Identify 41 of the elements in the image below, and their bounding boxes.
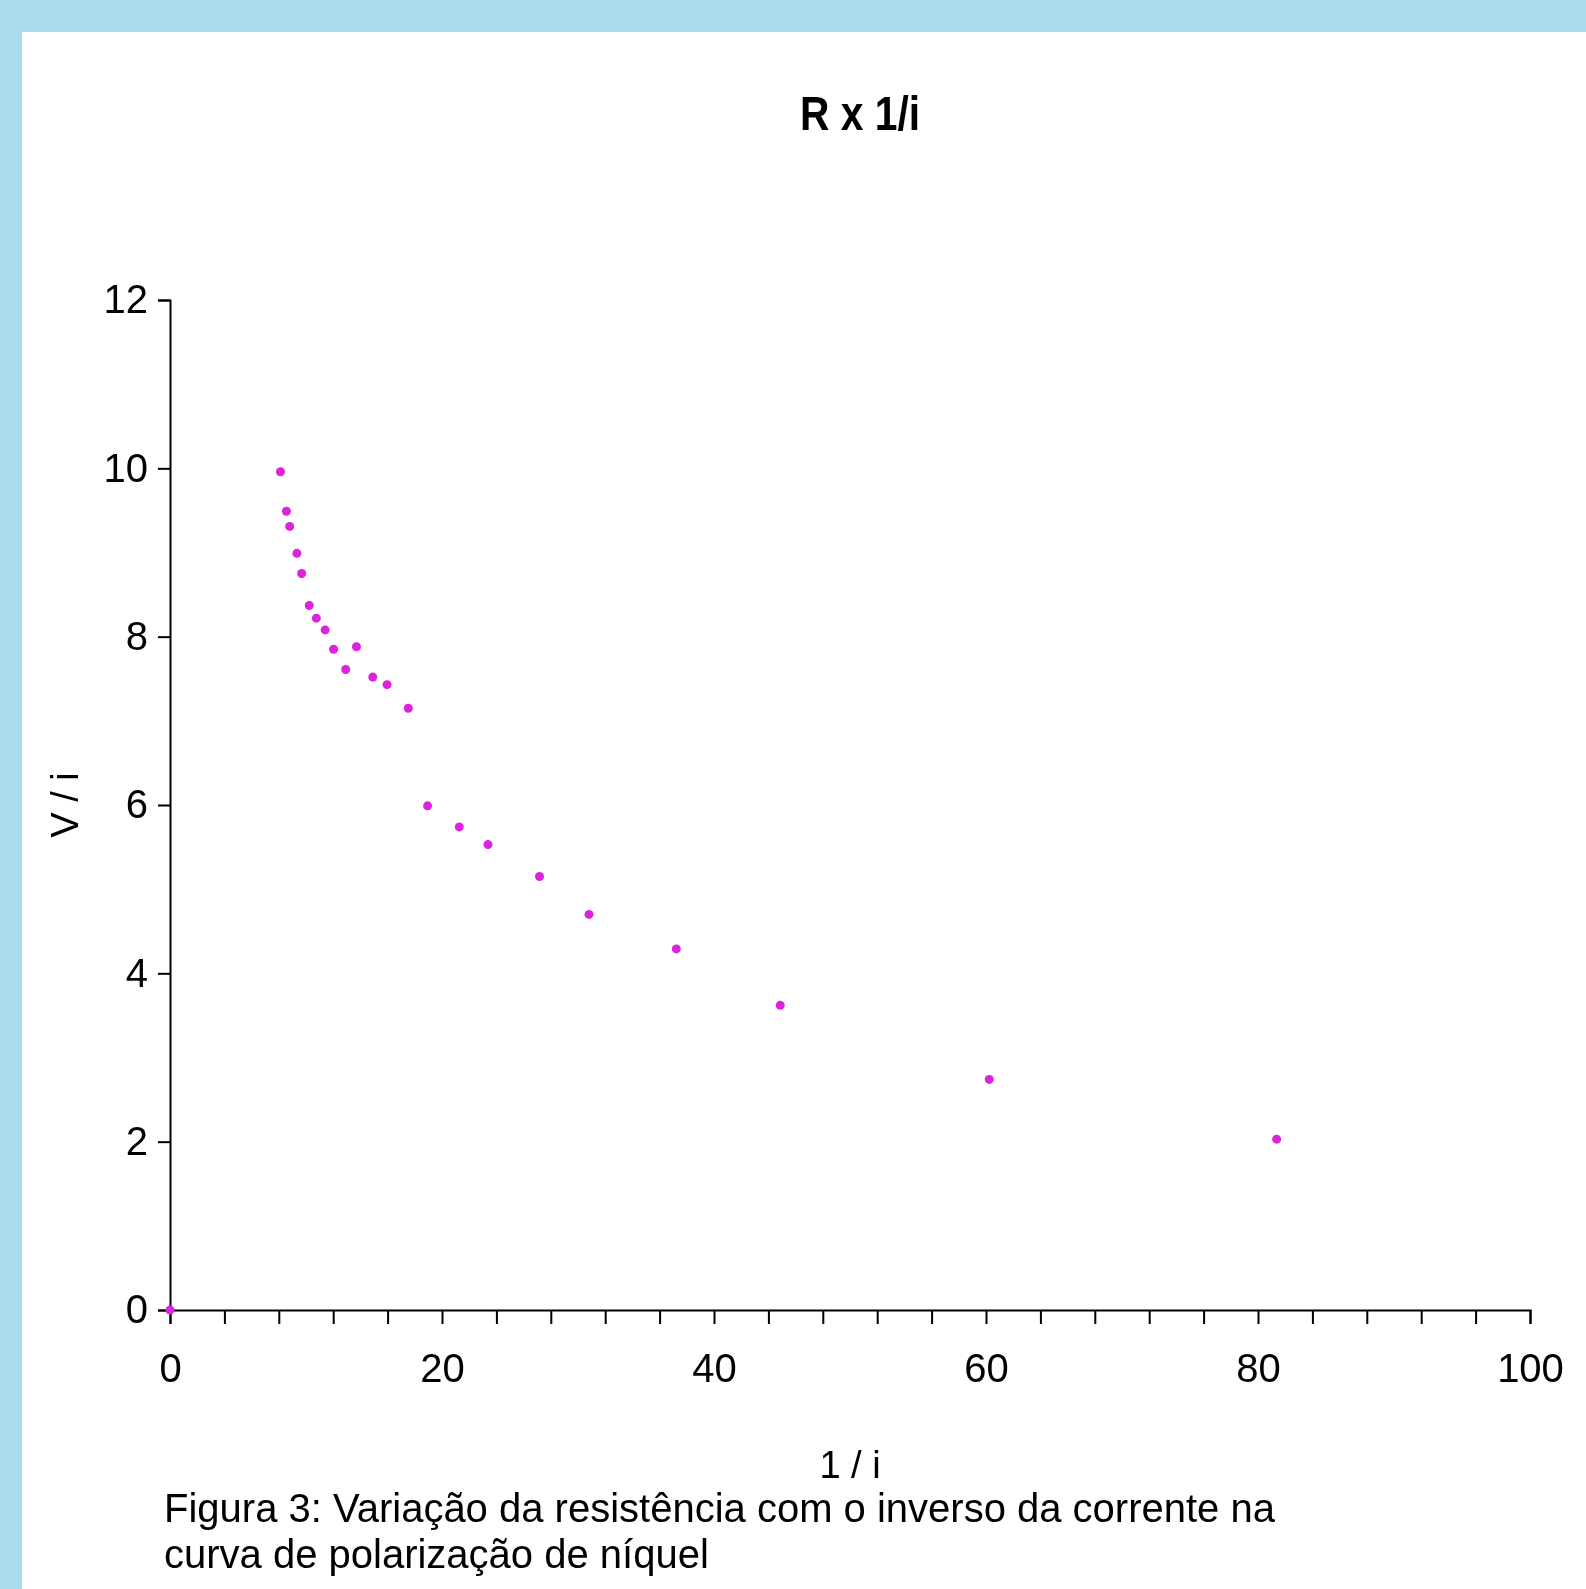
point (165, 1305, 175, 1315)
y-tick-label: 6 (125, 782, 148, 827)
x-tick-label: 60 (964, 1346, 1009, 1391)
y-tick-label: 4 (125, 950, 148, 995)
y-tick-label: 8 (125, 613, 148, 658)
chart-title: R x 1/i (799, 86, 921, 140)
x-tick-label: 100 (1497, 1346, 1564, 1391)
point (281, 506, 291, 516)
text: Figura 3: Variação da resistência com o inverso da corrente na curva de polarização de níquel (164, 1486, 1276, 1576)
point (368, 672, 378, 682)
y-axis-title: V / i (44, 772, 86, 838)
point (535, 872, 545, 882)
point (403, 703, 413, 713)
point (984, 1074, 994, 1084)
point (320, 625, 330, 635)
point (483, 840, 493, 850)
y-tick-label: 12 (103, 277, 148, 322)
point (329, 644, 339, 654)
y-tick-label: 2 (125, 1118, 148, 1163)
point (292, 548, 302, 558)
point (285, 521, 295, 531)
x-tick-label: 20 (420, 1346, 465, 1391)
point (275, 467, 285, 477)
x-tick-label: 0 (159, 1346, 182, 1391)
point (297, 569, 307, 579)
point (584, 909, 594, 919)
x-tick-label: 80 (1236, 1346, 1281, 1391)
y-tick-label: 10 (103, 445, 148, 490)
x-axis-title: 1 / i (819, 1444, 881, 1486)
point (1272, 1134, 1282, 1144)
point (382, 680, 392, 690)
y-tick-label: 0 (125, 1287, 148, 1332)
x-tick-label: 40 (692, 1346, 737, 1391)
point (351, 642, 361, 652)
point (311, 613, 321, 623)
point (671, 944, 681, 954)
point (341, 664, 351, 674)
point (775, 1000, 785, 1010)
point (454, 822, 464, 832)
point (423, 801, 433, 811)
point (304, 601, 314, 611)
